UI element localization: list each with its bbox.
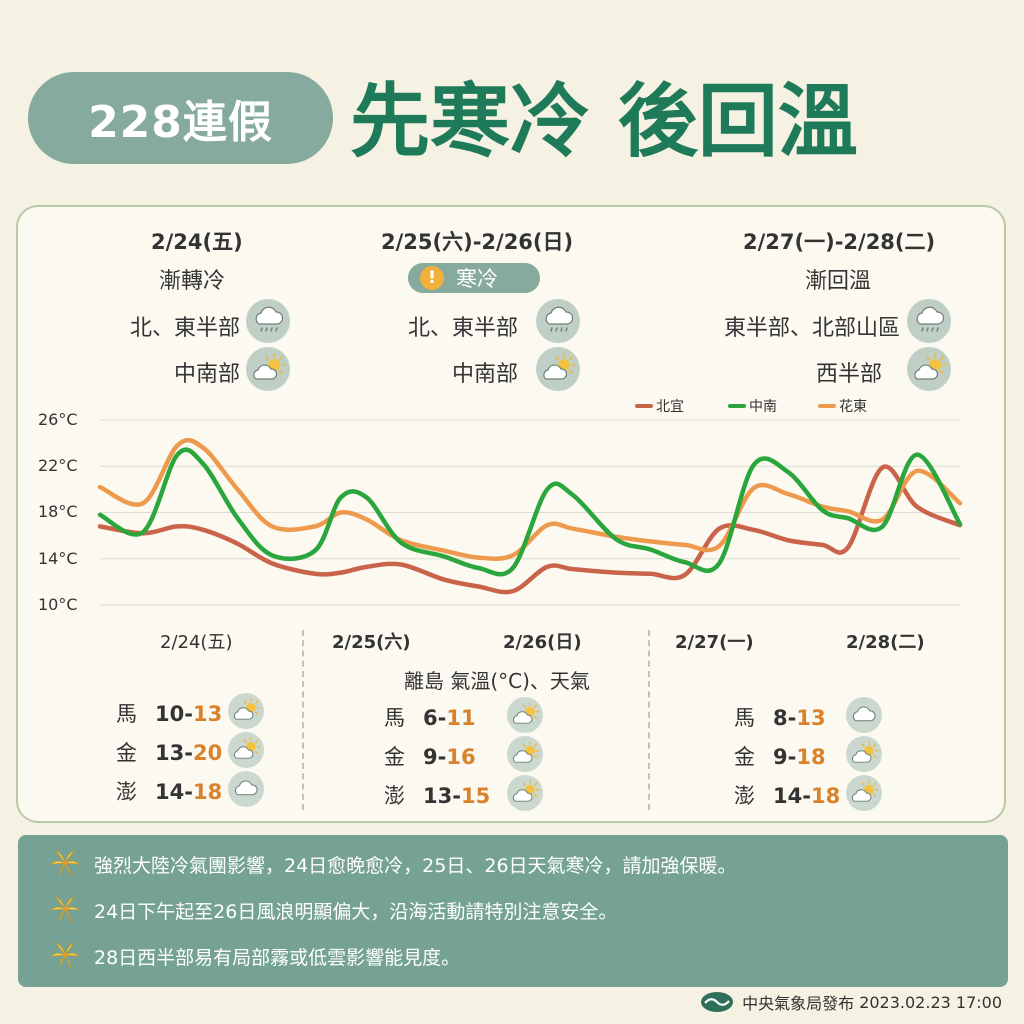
- island-row: 馬 8-13: [734, 706, 826, 730]
- legend-item-central-south: 中南: [728, 396, 777, 416]
- x-tick-label: 2/28(二): [846, 632, 925, 653]
- period-date: 2/24(五): [151, 230, 243, 254]
- cloud-icon: [228, 771, 264, 807]
- legend-item-east: 花東: [818, 396, 867, 416]
- period-date: 2/27(一)-2/28(二): [743, 230, 936, 254]
- island-row: 澎 13-15: [384, 784, 491, 808]
- rain-cloud-icon: [536, 299, 580, 343]
- rain-cloud-icon: [907, 299, 951, 343]
- region-label: 西半部: [815, 362, 882, 387]
- partly-sunny-icon: [507, 736, 543, 772]
- partly-sunny-icon: [228, 732, 264, 768]
- publish-datetime: 2023.02.23 17:00: [859, 992, 1002, 1012]
- islands-title: 離島 氣溫(°C)、天氣: [404, 669, 590, 693]
- footer: 中央氣象局發布 2023.02.23 17:00: [700, 990, 1002, 1014]
- partly-sunny-icon: [228, 693, 264, 729]
- legend-swatch: [818, 404, 836, 408]
- series-line-0: [97, 464, 963, 595]
- holiday-badge: 228連假: [28, 72, 333, 164]
- page-title: 先寒冷 後回溫: [350, 75, 858, 168]
- series-line-1: [97, 447, 963, 577]
- note-item: 強烈大陸冷氣團影響，24日愈晚愈冷，25日、26日天氣寒冷，請加強保暖。: [48, 847, 737, 881]
- region-label: 北、東半部: [407, 316, 518, 341]
- y-tick-label: 18°C: [38, 502, 78, 521]
- period-divider: [302, 630, 304, 810]
- rain-cloud-icon: [246, 299, 290, 343]
- period-divider: [648, 630, 650, 810]
- region-label: 中南部: [173, 362, 240, 387]
- x-tick-label: 2/25(六): [332, 632, 411, 653]
- publisher: 中央氣象局發布: [742, 994, 855, 1013]
- legend-swatch: [728, 404, 746, 408]
- legend-swatch: [635, 404, 653, 408]
- y-tick-label: 22°C: [38, 456, 78, 475]
- note-item: 24日下午起至26日風浪明顯偏大，沿海活動請特別注意安全。: [48, 893, 617, 927]
- cloud-icon: [846, 697, 882, 733]
- x-tick-label: 2/24(五): [160, 632, 233, 653]
- cold-warning-badge: ! 寒冷: [408, 263, 540, 293]
- region-label: 東半部、北部山區: [723, 316, 900, 341]
- lily-icon: [48, 847, 82, 881]
- period-condition: 漸回溫: [805, 269, 872, 294]
- x-tick-label: 2/26(日): [503, 632, 582, 653]
- series-line-2: [97, 437, 963, 561]
- island-row: 金 13-20: [116, 741, 223, 765]
- legend-item-north: 北宜: [635, 396, 684, 416]
- island-row: 澎 14-18: [116, 780, 223, 804]
- note-item: 28日西半部易有局部霧或低雲影響能見度。: [48, 939, 460, 973]
- y-tick-label: 10°C: [38, 595, 78, 614]
- region-label: 北、東半部: [129, 316, 240, 341]
- partly-sunny-icon: [507, 697, 543, 733]
- region-label: 中南部: [451, 362, 518, 387]
- island-row: 澎 14-18: [734, 784, 841, 808]
- partly-sunny-icon: [846, 775, 882, 811]
- y-tick-label: 14°C: [38, 549, 78, 568]
- island-row: 金 9-18: [734, 745, 826, 769]
- cwb-logo-icon: [701, 992, 734, 1012]
- partly-sunny-icon: [536, 347, 580, 391]
- warning-icon: !: [420, 266, 444, 290]
- period-date: 2/25(六)-2/26(日): [381, 230, 574, 254]
- island-row: 金 9-16: [384, 745, 476, 769]
- island-row: 馬 6-11: [384, 706, 476, 730]
- island-row: 馬 10-13: [116, 702, 223, 726]
- lily-icon: [48, 939, 82, 973]
- partly-sunny-icon: [907, 347, 951, 391]
- partly-sunny-icon: [246, 347, 290, 391]
- partly-sunny-icon: [846, 736, 882, 772]
- period-condition: 漸轉冷: [159, 269, 226, 294]
- lily-icon: [48, 893, 82, 927]
- y-tick-label: 26°C: [38, 410, 78, 429]
- partly-sunny-icon: [507, 775, 543, 811]
- x-tick-label: 2/27(一): [675, 632, 754, 653]
- notes-panel: 強烈大陸冷氣團影響，24日愈晚愈冷，25日、26日天氣寒冷，請加強保暖。 24日…: [18, 835, 1008, 987]
